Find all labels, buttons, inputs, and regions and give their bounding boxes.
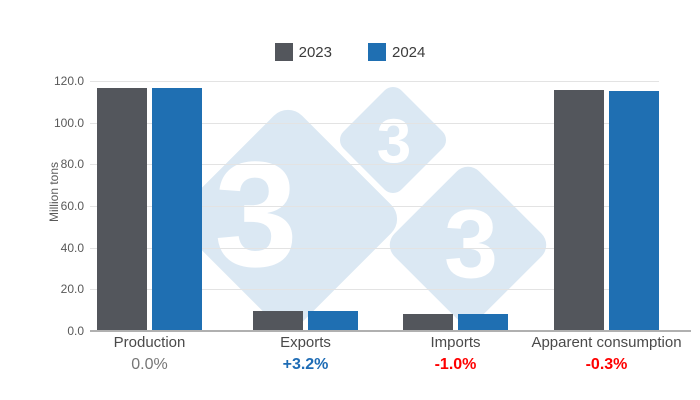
x-axis-line	[90, 330, 691, 332]
gridline-100	[90, 122, 659, 124]
legend-label-2023: 2023	[298, 43, 332, 61]
bar-2024-exports	[308, 310, 358, 330]
change-label-apparent-consumption: -0.3%	[585, 356, 628, 373]
gridline-20	[90, 289, 659, 291]
change-label-exports: +3.2%	[282, 356, 329, 373]
change-label-imports: -1.0%	[434, 356, 477, 373]
y-tick-120.0: 120.0	[53, 74, 84, 88]
category-label-exports: Exports	[280, 334, 331, 351]
watermark-digit-right: 3	[444, 189, 498, 299]
watermark-digit-top: 3	[376, 107, 412, 177]
legend: 2023 2024	[0, 43, 700, 61]
legend-item-2024: 2024	[368, 43, 425, 61]
y-tick-0.0: 0.0	[67, 324, 84, 338]
watermark-digit-large: 3	[214, 130, 298, 298]
category-label-imports: Imports	[430, 334, 481, 351]
bar-group-imports	[403, 81, 508, 331]
bar-group-apparent-consumption	[554, 81, 659, 331]
gridline-80	[90, 164, 659, 166]
y-tick-20.0: 20.0	[60, 282, 84, 297]
gridline-40	[90, 247, 659, 249]
bar-group-exports	[253, 81, 358, 331]
plot-area	[90, 81, 659, 331]
legend-label-2024: 2024	[392, 43, 426, 61]
bar-2023-production	[97, 87, 147, 330]
gridline-120	[90, 81, 659, 82]
bar-group-production	[97, 81, 202, 331]
bar-2024-production	[152, 87, 202, 330]
category-label-apparent-consumption: Apparent consumption	[531, 334, 682, 351]
change-label-production: 0.0%	[131, 356, 168, 373]
y-tick-40.0: 40.0	[60, 240, 84, 255]
legend-swatch-2024	[368, 43, 386, 61]
bar-2023-apparent-consumption	[554, 90, 604, 330]
bar-2024-apparent-consumption	[609, 90, 659, 330]
gridline-60	[90, 206, 659, 207]
y-tick-80.0: 80.0	[60, 157, 84, 172]
bar-2024-imports	[458, 313, 508, 330]
y-tick-100.0: 100.0	[53, 115, 84, 130]
bar-2023-imports	[403, 313, 453, 330]
legend-swatch-2023	[274, 43, 293, 61]
bar-2023-exports	[253, 311, 303, 330]
category-label-production: Production	[113, 334, 186, 351]
legend-item-2023: 2023	[274, 43, 332, 61]
y-tick-60.0: 60.0	[60, 199, 84, 213]
